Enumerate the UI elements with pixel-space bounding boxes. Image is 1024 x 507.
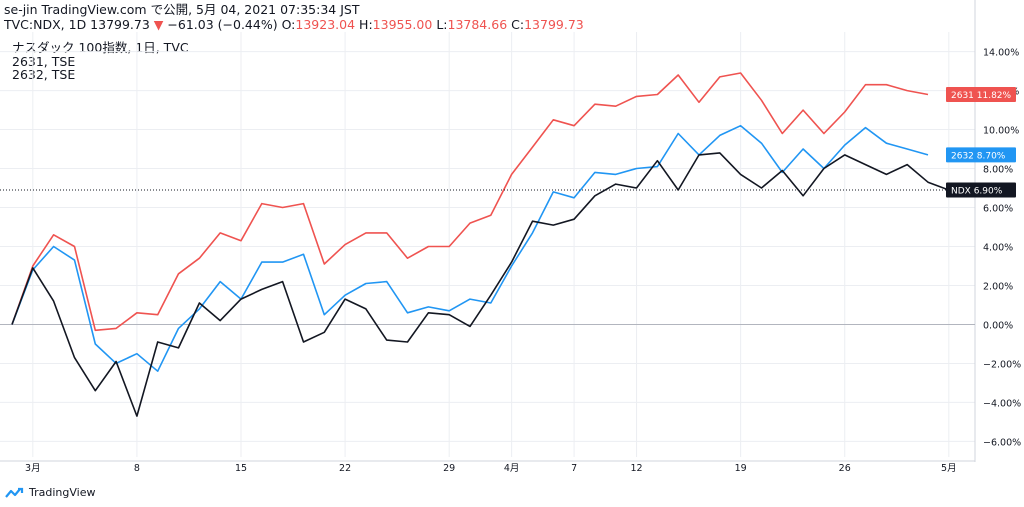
- series-line-2632[interactable]: [11, 124, 929, 373]
- y-tick-label: 10.00%: [983, 126, 1019, 137]
- x-tick-label: 7: [571, 463, 577, 474]
- y-tick-label: −2.00%: [983, 359, 1021, 370]
- x-tick-label: 4月: [504, 463, 520, 474]
- open-value: 13923.04: [295, 17, 356, 32]
- down-arrow-icon: ▼: [153, 17, 164, 32]
- x-tick-label: 8: [134, 463, 140, 474]
- publish-info: se-jin TradingView.com で公開, 5月 04, 2021 …: [4, 2, 360, 17]
- legend-item-ndx[interactable]: ナスダック 100指数, 1日, TVC: [12, 40, 189, 55]
- price-label-2631: [946, 86, 1016, 102]
- close-label: C:: [511, 17, 525, 32]
- y-tick-label: 8.00%: [983, 165, 1013, 176]
- legend-item-2632[interactable]: 2632, TSE: [12, 67, 76, 82]
- price-label-2632: [946, 147, 1016, 163]
- series-line-2631[interactable]: [11, 72, 929, 332]
- series-legend: ナスダック 100指数, 1日, TVC 2631, TSE 2632, TSE: [12, 41, 189, 82]
- x-tick-label: 29: [443, 463, 455, 474]
- y-tick-label: 4.00%: [983, 243, 1013, 254]
- y-tick-label: −4.00%: [983, 398, 1021, 409]
- symbol-price: TVC:NDX, 1D 13799.73: [4, 17, 150, 32]
- ohlc-row: TVC:NDX, 1D 13799.73 ▼ −61.03 (−0.44%) O…: [4, 17, 584, 32]
- x-tick-label: 5月: [941, 463, 957, 474]
- price-change: −61.03 (−0.44%): [167, 17, 278, 32]
- legend-item-2631[interactable]: 2631, TSE: [12, 53, 76, 69]
- high-label: H:: [359, 17, 373, 32]
- tradingview-logo-icon: [5, 487, 24, 498]
- y-tick-label: 6.00%: [983, 204, 1013, 215]
- close-value: 13799.73: [524, 17, 584, 32]
- price-label-ndx: [946, 182, 1016, 198]
- price-label-text: 2632 8.70%: [951, 151, 1006, 161]
- tradingview-brand: TradingView: [29, 486, 96, 499]
- low-value: 13784.66: [447, 17, 508, 32]
- price-label-text: 2631 11.82%: [951, 91, 1012, 101]
- tradingview-footer[interactable]: TradingView: [5, 486, 95, 499]
- y-tick-label: 0.00%: [983, 320, 1013, 331]
- chart-header: se-jin TradingView.com で公開, 5月 04, 2021 …: [4, 2, 584, 32]
- x-tick-label: 22: [339, 463, 351, 474]
- x-tick-label: 12: [630, 463, 642, 474]
- x-tick-label: 26: [839, 463, 851, 474]
- high-value: 13955.00: [372, 17, 433, 32]
- x-tick-label: 15: [235, 463, 247, 474]
- price-label-text: NDX 6.90%: [951, 186, 1003, 196]
- low-label: L:: [436, 17, 448, 32]
- x-tick-label: 19: [735, 463, 747, 474]
- y-tick-label: −6.00%: [983, 437, 1021, 448]
- y-tick-label: 14.00%: [983, 48, 1019, 59]
- y-tick-label: 2.00%: [983, 281, 1013, 292]
- open-label: O:: [281, 17, 296, 32]
- series-line-ndx[interactable]: [11, 152, 950, 417]
- x-tick-label: 3月: [25, 463, 41, 474]
